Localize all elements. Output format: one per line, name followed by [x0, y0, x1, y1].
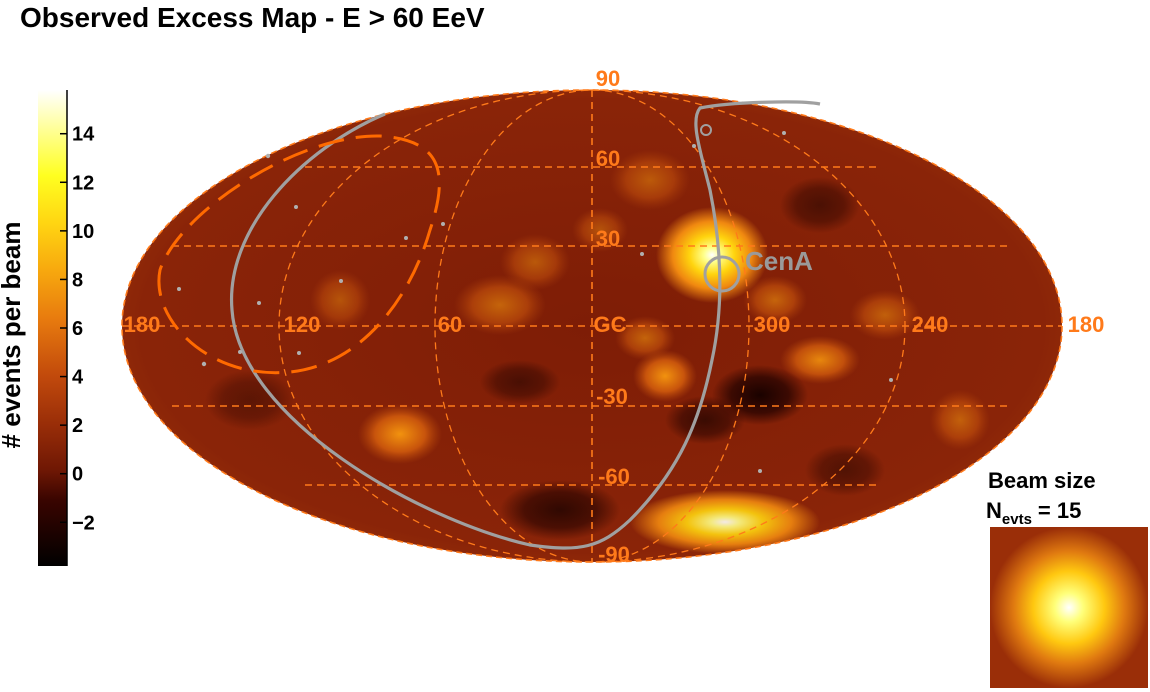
- exposure-contour: [230, 100, 821, 550]
- lon-label-180-right: 180: [1068, 312, 1105, 337]
- colorbar-tick-label: 10: [72, 221, 94, 243]
- colorbar-label: # events per beam: [0, 222, 26, 449]
- sky-map: 180 120 60 GC 300 240 180 90 60 30 -30 -…: [121, 66, 1105, 567]
- latitude-labels: 90 60 30 -30 -60 -90: [596, 66, 630, 567]
- dashed-region: [157, 134, 441, 375]
- cena-marker: [703, 255, 741, 293]
- colorbar-tick-label: 4: [72, 367, 84, 389]
- beam-size-inset: Beam size Nevts = 15: [986, 468, 1148, 688]
- graticule: [121, 89, 1063, 563]
- lon-label-60: 60: [438, 312, 462, 337]
- colorbar-tick-label: 2: [72, 415, 83, 437]
- beam-count: Nevts = 15: [986, 498, 1081, 528]
- colorbar-tick-label: 6: [72, 318, 83, 340]
- cena-label: CenA: [745, 246, 813, 276]
- lat-label-60: 60: [596, 146, 620, 171]
- colorbar: 14 12 10 8 6 4 2 0 −2 # events per beam: [0, 90, 95, 566]
- small-source-marker: [700, 124, 712, 136]
- lon-label-300: 300: [754, 312, 791, 337]
- lon-label-240: 240: [912, 312, 949, 337]
- lat-label-minus-60: -60: [598, 464, 630, 489]
- beam-profile: [990, 527, 1148, 688]
- colorbar-tick-label: −2: [72, 512, 95, 534]
- lat-label-90: 90: [596, 66, 620, 91]
- lat-label-minus-90: -90: [598, 542, 630, 567]
- event-markers: [177, 131, 893, 473]
- lat-label-30: 30: [596, 226, 620, 251]
- lon-label-180-left: 180: [124, 312, 161, 337]
- lat-label-minus-30: -30: [596, 384, 628, 409]
- lon-label-gc: GC: [594, 312, 627, 337]
- colorbar-tick-label: 0: [72, 464, 83, 486]
- longitude-labels: 180 120 60 GC 300 240 180: [124, 312, 1105, 337]
- beam-title: Beam size: [988, 468, 1096, 493]
- colorbar-tick-label: 12: [72, 172, 94, 194]
- colorbar-tick-label: 14: [72, 124, 95, 146]
- page-title: Observed Excess Map - E > 60 EeV: [20, 2, 485, 33]
- colorbar-tick-label: 8: [72, 269, 83, 291]
- lon-label-120: 120: [284, 312, 321, 337]
